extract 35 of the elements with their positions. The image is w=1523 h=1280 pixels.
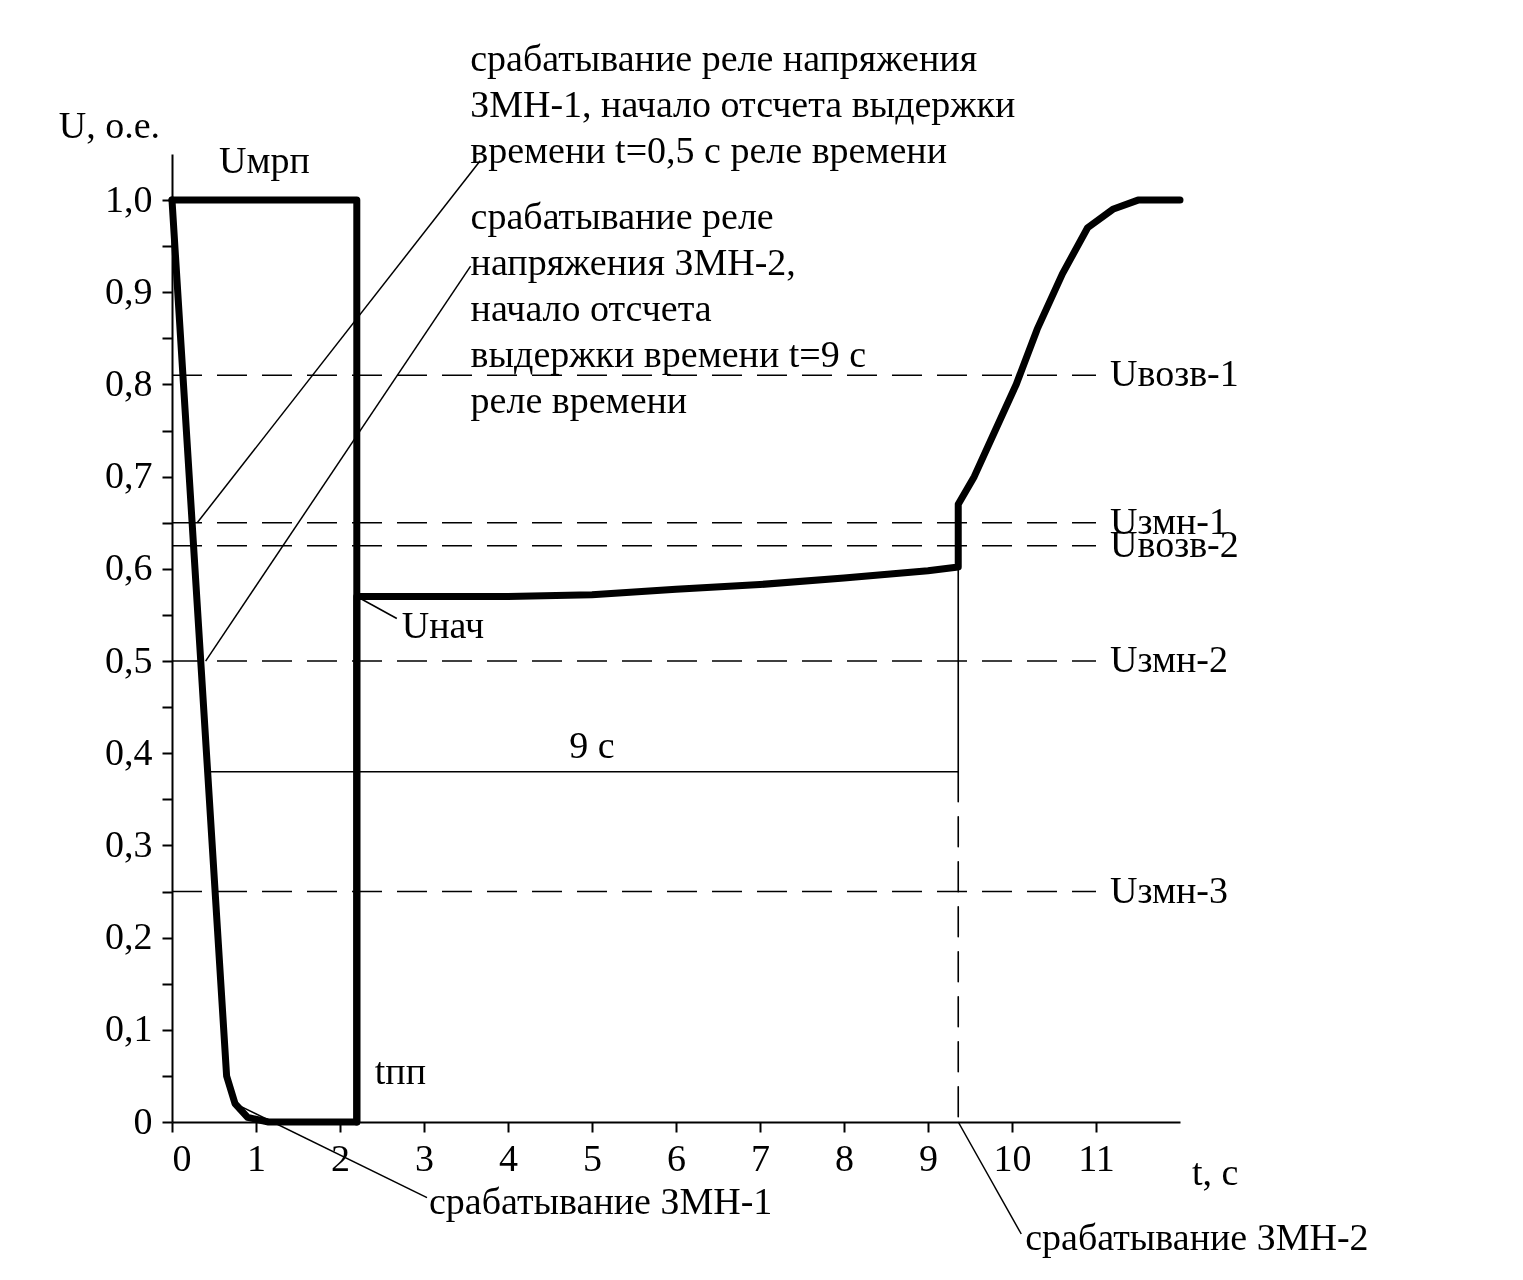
x-tick-label: 10 (993, 1136, 1032, 1179)
y-tick-label: 0,4 (105, 730, 153, 773)
x-tick-label: 3 (415, 1136, 434, 1179)
x-tick-label: 6 (667, 1136, 686, 1179)
y-tick-label: 1,0 (105, 177, 153, 220)
y-tick-label: 0,2 (105, 915, 153, 958)
y-tick-label: 0,7 (105, 454, 153, 497)
y-tick-label: 0,5 (105, 638, 153, 681)
ref-line-label: Uвозв-1 (1110, 352, 1239, 395)
ref-line-label: Uзмн-2 (1110, 638, 1228, 681)
y-tick-label: 0,3 (105, 822, 153, 865)
y-tick-label: 0,9 (105, 269, 153, 312)
x-tick-label: 11 (1078, 1136, 1115, 1179)
ref-line-label: Uзмн-3 (1110, 868, 1228, 911)
x-axis-title: t, с (1192, 1151, 1239, 1193)
y-tick-label: 0,8 (105, 361, 153, 404)
y-tick-label: 0 (133, 1099, 153, 1142)
x-tick-label: 8 (835, 1136, 854, 1179)
annotation: Uнач (401, 603, 485, 646)
annotation: срабатывание ЗМН-2 (1025, 1216, 1369, 1258)
x-tick-label: 5 (583, 1136, 602, 1179)
series-label: Uмрп (218, 139, 310, 182)
annotation: 9 с (569, 723, 615, 766)
x-tick-label: 0 (172, 1136, 192, 1179)
x-tick-label: 1 (247, 1136, 266, 1179)
annotation: срабатывание реле напряжения ЗМН-2, начало отсчета выдержки времени t=9 с реле времени (470, 195, 867, 422)
x-tick-label: 7 (751, 1136, 770, 1179)
annotation: tпп (374, 1050, 427, 1092)
annotation: срабатывание ЗМН-1 (429, 1179, 773, 1222)
annotation: срабатывание реле напряжения ЗМН-1, начало отсчета выдержки времени t=0,5 с реле времени (470, 36, 1016, 171)
x-tick-label: 4 (499, 1136, 518, 1179)
y-axis-title: U, о.е. (58, 104, 160, 146)
y-tick-label: 0,1 (105, 1007, 153, 1050)
y-tick-label: 0,6 (105, 546, 153, 589)
x-tick-label: 9 (919, 1136, 938, 1179)
